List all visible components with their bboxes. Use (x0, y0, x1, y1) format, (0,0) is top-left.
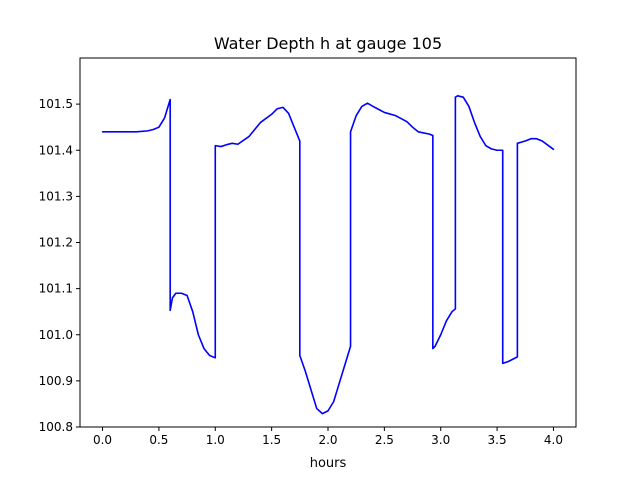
y-tick-label: 101.3 (39, 189, 73, 203)
y-tick-label: 100.9 (39, 374, 73, 388)
x-tick-label: 4.0 (544, 433, 563, 447)
y-tick-label: 101.0 (39, 328, 73, 342)
y-tick-label: 101.4 (39, 143, 73, 157)
x-tick-label: 1.0 (206, 433, 225, 447)
x-tick-label: 3.0 (431, 433, 450, 447)
y-tick-label: 101.1 (39, 282, 73, 296)
x-tick-label: 2.5 (375, 433, 394, 447)
x-axis-label: hours (310, 456, 347, 471)
x-tick-label: 0.0 (93, 433, 112, 447)
chart-title: Water Depth h at gauge 105 (214, 34, 442, 53)
x-tick-label: 2.0 (318, 433, 337, 447)
series-line-0 (101, 95, 555, 415)
y-tick-label: 100.8 (39, 420, 73, 434)
y-tick-label: 101.5 (39, 97, 73, 111)
plot-area: 0.0 0.5 1.0 1.5 2.0 2.5 3.0 3.5 4.0 100.8 100.9 101… (39, 57, 577, 447)
y-tick-label: 101.2 (39, 236, 73, 250)
x-tick-label: 1.5 (262, 433, 281, 447)
x-tick-label: 0.5 (149, 433, 168, 447)
x-tick-label: 3.5 (488, 433, 507, 447)
